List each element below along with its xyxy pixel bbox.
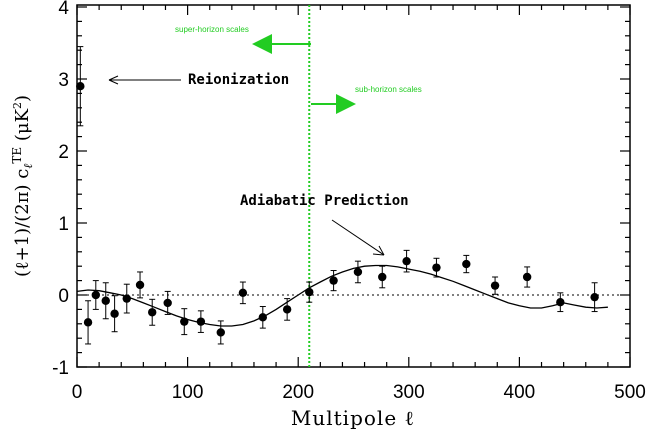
y-axis-label-main: (ℓ+1)/(2π) c: [12, 169, 33, 277]
y-tick-label: 3: [58, 70, 69, 91]
data-point: [490, 281, 500, 290]
y-axis-label-sub: ℓ: [21, 164, 35, 169]
adiabatic-prediction-curve: [76, 264, 608, 327]
data-point: [329, 276, 338, 285]
data-point: [163, 298, 172, 308]
y-tick-label: 4: [58, 0, 69, 19]
data-points-layer: [76, 46, 599, 345]
data-point-group: [110, 295, 119, 333]
data-point-group: [258, 306, 268, 329]
data-point-group: [83, 300, 93, 345]
sub-horizon-label: sub-horizon scales: [355, 85, 422, 94]
data-point: [305, 287, 314, 297]
y-tick-label: 2: [58, 142, 69, 163]
data-point-group: [135, 271, 145, 299]
data-point: [110, 309, 119, 318]
data-point: [402, 256, 411, 266]
x-tick-label: 400: [504, 382, 536, 403]
data-point: [378, 272, 387, 282]
data-point: [462, 259, 471, 269]
data-point-group: [180, 308, 189, 336]
y-axis-label-sup: TE: [10, 147, 24, 164]
y-axis-label-units: (μK: [12, 108, 33, 146]
data-point-group: [378, 265, 387, 289]
x-axis-label: Multipole ℓ: [291, 406, 415, 430]
data-point-group: [76, 46, 85, 127]
adiabatic-annotation: Adiabatic Prediction: [240, 193, 409, 209]
data-point: [238, 288, 248, 298]
adiabatic-arrowhead: [372, 245, 385, 256]
data-point: [216, 328, 225, 337]
curve-layer: [76, 264, 608, 327]
data-point-group: [353, 260, 363, 284]
y-axis-label-units-close: ): [12, 95, 33, 102]
data-point-group: [148, 298, 157, 326]
reionization-arrowhead: [108, 75, 119, 85]
data-point-group: [590, 282, 599, 313]
data-point-group: [163, 290, 172, 315]
y-tick-label: -1: [52, 358, 69, 379]
data-point-group: [490, 276, 500, 295]
data-point: [196, 317, 206, 326]
adiabatic-arrow: [331, 219, 385, 256]
data-point: [180, 317, 189, 326]
data-point: [101, 296, 110, 305]
data-point-group: [122, 283, 131, 314]
y-tick-label: 0: [58, 286, 69, 307]
data-point: [432, 263, 441, 272]
axis-ticks: [76, 5, 631, 368]
data-point-group: [282, 298, 292, 321]
super-horizon-label: super-horizon scales: [175, 25, 249, 34]
data-point-group: [196, 310, 206, 333]
x-tick-label: 500: [614, 382, 646, 403]
data-point: [556, 298, 565, 307]
data-point: [135, 280, 145, 290]
data-point-group: [432, 257, 441, 278]
x-tick-label: 0: [72, 382, 83, 403]
data-point-group: [556, 292, 565, 313]
data-point-group: [329, 270, 338, 292]
data-point-group: [91, 280, 101, 310]
data-point-group: [462, 254, 471, 274]
data-point-group: [216, 320, 225, 345]
data-point-group: [305, 281, 314, 303]
y-axis-label-units-sup: 2: [11, 102, 24, 109]
x-tick-label: 200: [282, 382, 314, 403]
y-tick-label: 1: [58, 214, 69, 235]
y-axis-label: (ℓ+1)/(2π) cℓTE (μK2): [10, 95, 35, 277]
data-point: [590, 292, 599, 302]
data-point: [522, 272, 532, 282]
data-point: [76, 82, 85, 91]
x-tick-label: 100: [172, 382, 204, 403]
data-point-group: [522, 266, 532, 288]
plot-frame: [76, 4, 631, 368]
data-point-group: [101, 282, 110, 320]
reference-lines: [77, 5, 630, 367]
data-point-group: [402, 249, 411, 273]
data-point: [91, 290, 101, 300]
data-point: [83, 318, 93, 327]
data-point: [148, 308, 157, 317]
data-point: [122, 294, 131, 303]
data-point: [353, 267, 363, 277]
reionization-annotation: Reionization: [188, 72, 289, 88]
data-point: [258, 313, 268, 322]
data-point-group: [238, 281, 248, 305]
data-point: [282, 305, 292, 314]
x-tick-label: 300: [393, 382, 425, 403]
